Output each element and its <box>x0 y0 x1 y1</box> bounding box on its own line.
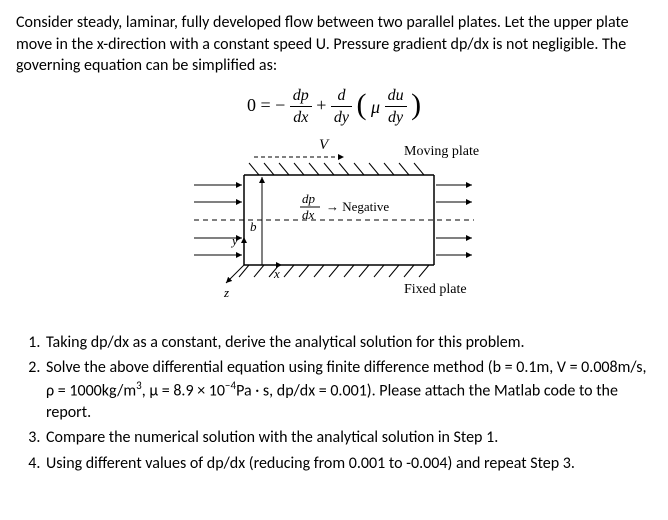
step-1: Taking dp/dx as a constant, derive the a… <box>44 332 652 354</box>
intro-text: Consider steady, laminar, fully develope… <box>16 13 629 75</box>
eq-op2: + <box>316 95 331 115</box>
step-4: Using different values of dp/dx (reducin… <box>44 453 652 475</box>
eq-lparen: ( <box>357 90 367 120</box>
step3-text: Compare the numerical solution with the … <box>46 428 498 447</box>
moving-plate-label: Moving plate <box>404 144 479 159</box>
svg-text:x: x <box>273 266 280 281</box>
svg-text:dp: dp <box>302 191 316 206</box>
problem-steps: Taking dp/dx as a constant, derive the a… <box>16 332 652 475</box>
svg-text:→ Negative: → Negative <box>326 199 389 214</box>
eq-mu: μ <box>371 97 380 117</box>
coord-axes: y x z <box>223 233 282 300</box>
step2-b: , μ = 8.9 × 10 <box>142 381 225 400</box>
step2-exp2: −4 <box>225 379 236 392</box>
eq-dy1: dy <box>331 107 352 129</box>
dpdx-label: dp dx → Negative <box>300 191 389 222</box>
flow-diagram: V Moving plate <box>16 135 652 322</box>
eq-rparen: ) <box>411 90 421 120</box>
eq-frac-dudy: du dy <box>385 85 407 129</box>
eq-frac-dpdx: dp dx <box>290 85 312 129</box>
eq-du: du <box>385 85 407 108</box>
svg-text:z: z <box>223 285 229 300</box>
diagram-svg: V Moving plate <box>154 135 514 315</box>
top-plate <box>244 163 434 175</box>
svg-text:y: y <box>230 233 238 248</box>
eq-op1: = − <box>260 95 285 115</box>
governing-equation: 0 = − dp dx + d dy ( μ du dy ) <box>16 85 652 129</box>
step-3: Compare the numerical solution with the … <box>44 427 652 449</box>
v-label: V <box>319 137 330 153</box>
eq-dy2: dy <box>385 107 407 129</box>
step1-text: Taking dp/dx as a constant, derive the a… <box>46 333 525 352</box>
step-2: Solve the above differential equation us… <box>44 357 652 423</box>
bottom-plate <box>239 265 434 277</box>
fixed-plate-label: Fixed plate <box>404 282 467 297</box>
intro-paragraph: Consider steady, laminar, fully develope… <box>16 12 652 77</box>
eq-d: d <box>331 85 352 108</box>
svg-text:dx: dx <box>302 207 315 222</box>
eq-dx: dx <box>290 107 312 129</box>
eq-lhs: 0 <box>247 95 256 115</box>
b-label: b <box>250 219 257 234</box>
eq-dp: dp <box>290 85 312 108</box>
eq-frac-ddy: d dy <box>331 85 352 129</box>
step4-text: Using different values of dp/dx (reducin… <box>46 454 575 473</box>
